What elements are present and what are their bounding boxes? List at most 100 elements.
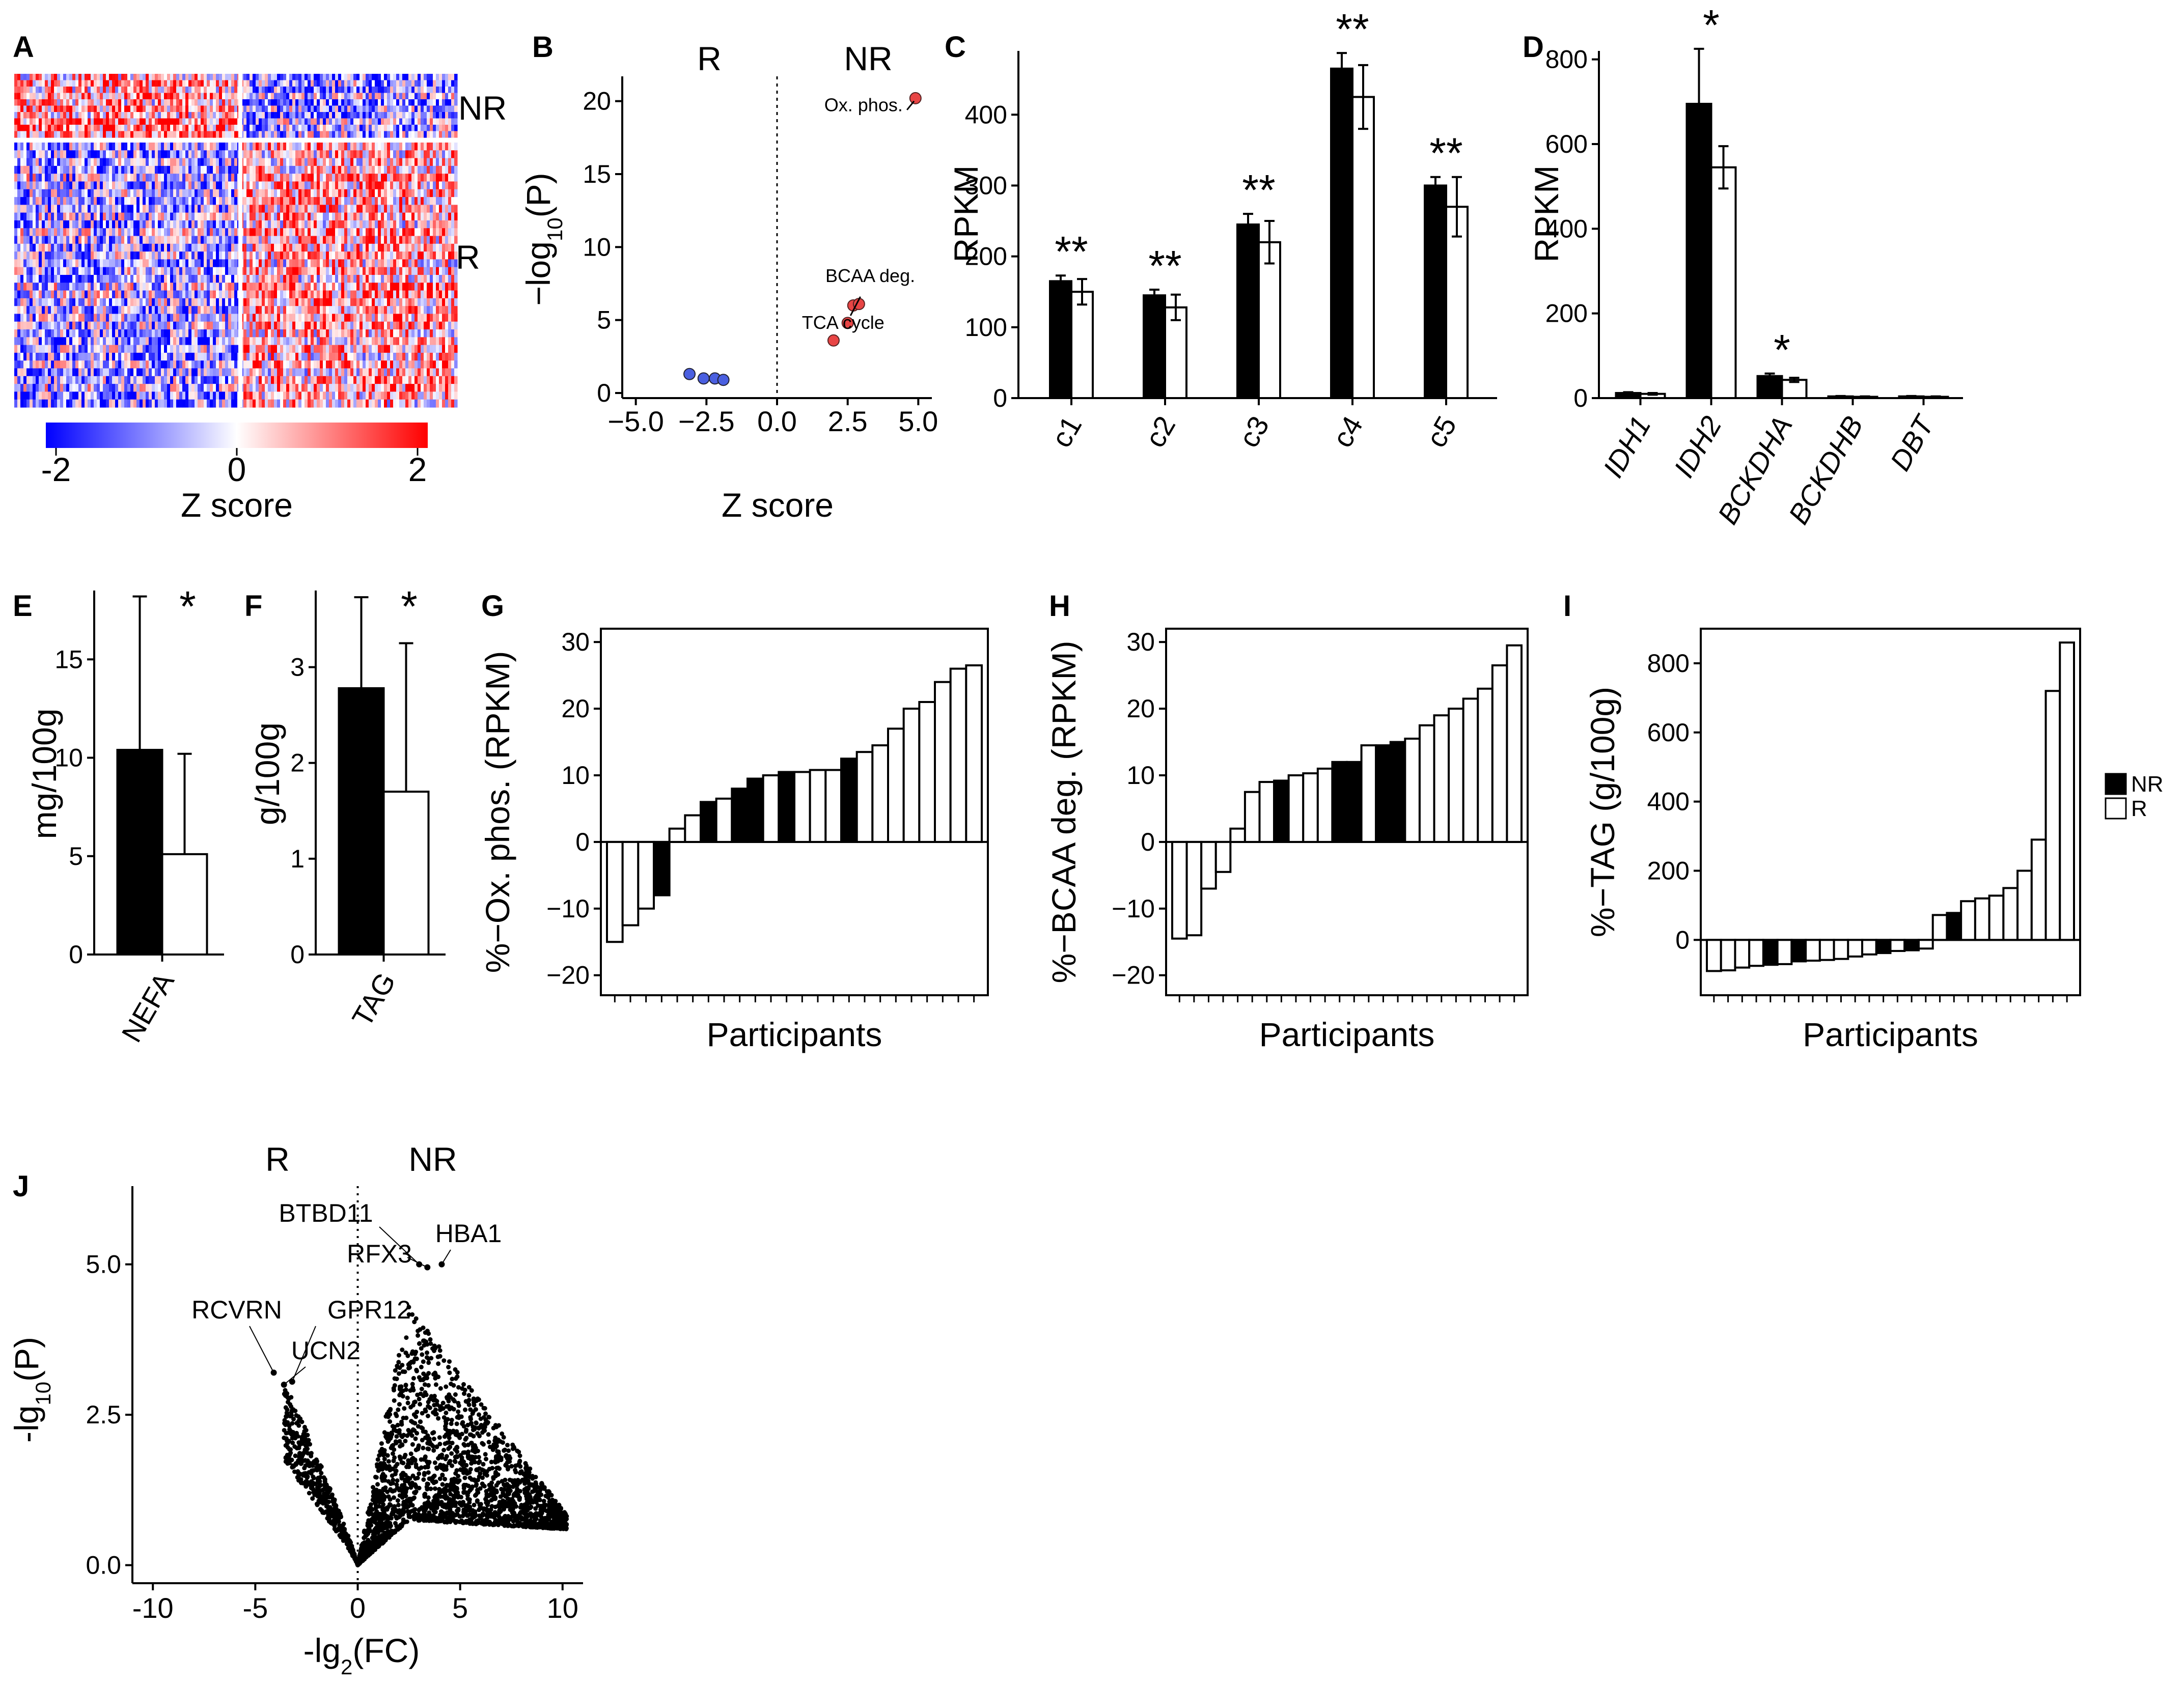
heatmap-cell	[54, 321, 58, 330]
heatmap-cell	[360, 74, 363, 81]
heatmap-cell	[14, 74, 18, 81]
heatmap-cell	[411, 212, 415, 221]
heatmap-cell	[366, 99, 369, 106]
heatmap-cell	[216, 165, 219, 174]
heatmap-cell	[176, 228, 180, 237]
heatmap-cell	[259, 125, 262, 132]
heatmap-cell	[207, 321, 210, 330]
heatmap-cell	[344, 197, 348, 205]
heatmap-cell	[152, 205, 155, 213]
heatmap-cell	[14, 150, 18, 159]
heatmap-cell	[146, 329, 149, 338]
heatmap-cell	[350, 298, 354, 306]
heatmap-cell	[81, 329, 85, 338]
heatmap-cell	[295, 118, 299, 125]
heatmap-cell	[81, 87, 85, 94]
heatmap-cell	[176, 283, 180, 291]
heatmap-cell	[75, 290, 79, 299]
heatmap-cell	[85, 290, 88, 299]
heatmap-cell	[231, 205, 235, 213]
heatmap-cell	[204, 205, 207, 213]
heatmap-cell	[442, 93, 446, 100]
heatmap-cell	[69, 205, 73, 213]
heatmap-cell	[414, 93, 418, 100]
heatmap-cell	[39, 99, 42, 106]
heatmap-cell	[253, 74, 256, 81]
heatmap-cell	[378, 118, 381, 125]
heatmap-cell	[262, 131, 265, 138]
heatmap-cell	[436, 314, 439, 322]
heatmap-cell	[14, 205, 18, 213]
heatmap-cell	[85, 158, 88, 166]
heatmap-cell	[23, 118, 27, 125]
heatmap-cell	[280, 99, 284, 106]
heatmap-cell	[81, 150, 85, 159]
heatmap-cell	[451, 143, 455, 151]
heatmap-cell	[433, 80, 436, 87]
heatmap-cell	[347, 189, 351, 198]
heatmap-cell	[185, 283, 189, 291]
heatmap-cell	[207, 243, 210, 252]
heatmap-cell	[78, 93, 82, 100]
heatmap-cell	[164, 158, 168, 166]
heatmap-cell	[185, 197, 189, 205]
heatmap-cell	[140, 105, 143, 113]
heatmap-cell	[66, 290, 70, 299]
heatmap-cell	[243, 112, 247, 119]
heatmap-cell	[311, 189, 314, 198]
heatmap-cell	[45, 189, 48, 198]
heatmap-cell	[268, 105, 271, 113]
heatmap-cell	[292, 251, 296, 260]
heatmap-cell	[109, 205, 113, 213]
heatmap-cell	[88, 158, 91, 166]
heatmap-cell	[78, 87, 82, 94]
heatmap-cell	[198, 131, 201, 138]
heatmap-cell	[439, 150, 443, 159]
heatmap-cell	[323, 212, 326, 221]
heatmap-cell	[182, 283, 186, 291]
heatmap-cell	[243, 220, 247, 229]
heatmap-cell	[69, 125, 73, 132]
heatmap-cell	[179, 74, 183, 81]
heatmap-cell	[408, 220, 412, 229]
heatmap-cell	[69, 118, 73, 125]
heatmap-cell	[271, 283, 274, 291]
heatmap-cell	[344, 259, 348, 268]
heatmap-cell	[375, 220, 378, 229]
heatmap-cell	[436, 283, 439, 291]
heatmap-cell	[33, 251, 36, 260]
heatmap-cell	[30, 321, 33, 330]
heatmap-cell	[45, 74, 48, 81]
heatmap-cell	[81, 236, 85, 244]
heatmap-cell	[136, 205, 140, 213]
heatmap-cell	[298, 158, 302, 166]
heatmap-cell	[414, 87, 418, 94]
heatmap-cell	[246, 314, 250, 322]
heatmap-cell	[26, 87, 30, 94]
heatmap-cell	[20, 275, 24, 283]
heatmap-cell	[201, 275, 204, 283]
heatmap-cell	[445, 220, 449, 229]
heatmap-cell	[210, 267, 213, 275]
heatmap-cell	[317, 80, 320, 87]
heatmap-cell	[286, 267, 290, 275]
heatmap-cell	[158, 174, 161, 182]
heatmap-cell	[378, 321, 381, 330]
heatmap-cell	[454, 251, 458, 260]
heatmap-cell	[243, 165, 247, 174]
heatmap-cell	[234, 283, 238, 291]
heatmap-cell	[51, 87, 54, 94]
heatmap-cell	[317, 259, 320, 268]
heatmap-cell	[14, 158, 18, 166]
heatmap-cell	[396, 118, 400, 125]
heatmap-cell	[418, 306, 421, 315]
heatmap-cell	[262, 306, 265, 315]
heatmap-cell	[283, 243, 287, 252]
heatmap-cell	[298, 290, 302, 299]
heatmap-cell	[136, 228, 140, 237]
heatmap-cell	[246, 275, 250, 283]
heatmap-cell	[427, 243, 430, 252]
heatmap-cell	[274, 283, 278, 291]
heatmap-cell	[133, 93, 137, 100]
heatmap-cell	[360, 306, 363, 315]
